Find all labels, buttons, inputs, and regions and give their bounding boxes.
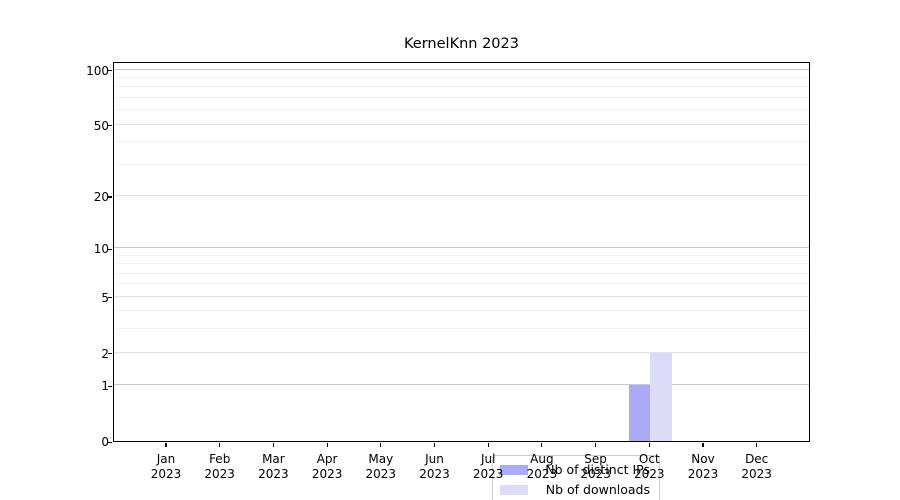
- x-tick-label-aug: Aug 2023: [526, 452, 558, 481]
- x-tick-mark-jun: [433, 443, 436, 447]
- x-tick-mark-jan: [165, 443, 167, 447]
- x-tick-mark-aug: [541, 443, 543, 447]
- y-tick-mark-100: [108, 70, 112, 72]
- gridline-y-60: [114, 109, 809, 111]
- chart-legend: Nb of distinct IPs Nb of downloads: [492, 455, 660, 500]
- y-tick-label-1: 1: [101, 379, 109, 394]
- y-tick-mark-20: [108, 196, 112, 198]
- x-tick-label-nov: Nov 2023: [687, 452, 719, 481]
- chart-title: KernelKnn 2023: [404, 36, 519, 52]
- plot-area: Nb of distinct IPs Nb of downloads: [113, 62, 810, 500]
- y-tick-label-2: 2: [101, 346, 109, 361]
- x-tick-label-oct: Oct 2023: [634, 452, 665, 481]
- x-tick-label-jul: Jul 2023: [472, 452, 504, 481]
- y-tick-mark-5: [108, 297, 112, 299]
- gridline-y-6: [114, 283, 809, 285]
- gridline-y-80: [114, 86, 809, 88]
- y-tick-label-100: 100: [86, 63, 109, 78]
- gridline-y-8: [114, 263, 809, 265]
- legend-entry-downloads: Nb of downloads: [500, 482, 650, 497]
- gridline-y-30: [114, 163, 809, 165]
- x-tick-mark-apr: [326, 443, 328, 447]
- gridline-y-70: [114, 96, 809, 98]
- x-tick-label-feb: Feb 2023: [204, 452, 235, 481]
- gridline-y-40: [114, 141, 809, 143]
- y-tick-label-5: 5: [101, 290, 109, 305]
- y-tick-label-10: 10: [93, 242, 109, 257]
- x-tick-mark-dec: [756, 443, 758, 447]
- gridline-y-5: [114, 295, 809, 297]
- x-tick-mark-oct: [648, 443, 650, 447]
- x-tick-mark-sep: [595, 443, 597, 447]
- y-tick-mark-2: [108, 353, 112, 355]
- legend-entry-distinct-ips: Nb of distinct IPs: [500, 462, 650, 477]
- y-tick-label-20: 20: [93, 189, 109, 204]
- gridline-y-10: [114, 247, 809, 249]
- legend-swatch-downloads: [500, 484, 528, 495]
- x-tick-label-sep: Sep 2023: [580, 452, 611, 481]
- x-tick-label-dec: Dec 2023: [741, 452, 772, 481]
- x-tick-mark-mar: [272, 443, 274, 447]
- y-tick-mark-10: [108, 248, 112, 250]
- gridline-y-3: [114, 328, 809, 330]
- x-tick-label-apr: Apr 2023: [311, 452, 343, 481]
- gridline-y-20: [114, 195, 809, 196]
- x-tick-mark-may: [380, 443, 382, 447]
- y-tick-label-50: 50: [93, 118, 109, 133]
- legend-swatch-distinct-ips: [500, 464, 528, 475]
- legend-label-downloads: Nb of downloads: [545, 482, 650, 497]
- gridline-y-7: [114, 272, 809, 274]
- gridline-y-1: [114, 384, 809, 386]
- x-tick-label-jan: Jan 2023: [150, 452, 182, 481]
- gridline-y-2: [114, 351, 809, 353]
- gridline-y-100: [114, 68, 809, 70]
- gridline-y-9: [114, 254, 809, 256]
- x-tick-mark-feb: [219, 443, 221, 447]
- gridline-y-90: [114, 77, 809, 78]
- x-tick-label-may: May 2023: [365, 452, 397, 481]
- y-tick-mark-0: [108, 441, 112, 443]
- y-tick-mark-50: [108, 125, 112, 127]
- bar-oct-distinct-ips: [629, 385, 651, 441]
- gridline-y-4: [114, 310, 809, 312]
- x-tick-label-jun: Jun 2023: [419, 452, 450, 481]
- bar-oct-downloads: [650, 352, 672, 441]
- x-tick-label-mar: Mar 2023: [258, 452, 289, 481]
- y-tick-mark-1: [108, 385, 112, 387]
- x-tick-mark-nov: [702, 443, 704, 447]
- y-tick-label-0: 0: [101, 435, 109, 449]
- legend-label-distinct-ips: Nb of distinct IPs: [545, 462, 650, 477]
- gridline-y-50: [114, 123, 809, 125]
- x-tick-mark-jul: [487, 443, 489, 447]
